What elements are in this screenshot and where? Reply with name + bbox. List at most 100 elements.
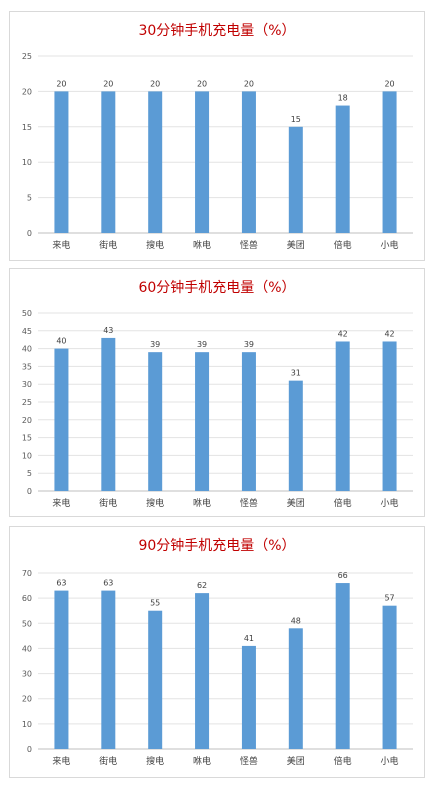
- x-tick-label: 小电: [381, 497, 399, 509]
- y-tick-label: 60: [22, 594, 32, 603]
- bar-倍电: [335, 105, 350, 233]
- x-tick-label: 街电: [99, 497, 117, 509]
- bar-街电: [101, 91, 116, 234]
- y-tick-label: 15: [22, 434, 32, 443]
- x-tick-label: 倍电: [334, 755, 352, 767]
- x-tick-label: 美团: [287, 497, 305, 509]
- bar-搜电: [148, 91, 163, 234]
- y-tick-label: 0: [27, 745, 32, 754]
- y-tick-label: 40: [22, 345, 32, 354]
- data-label: 20: [150, 79, 160, 88]
- data-label: 39: [150, 340, 160, 349]
- y-tick-label: 15: [22, 123, 32, 132]
- data-label: 20: [384, 79, 394, 88]
- y-tick-label: 35: [22, 362, 32, 371]
- data-label: 31: [291, 369, 301, 378]
- chart-panel-30min: 30分钟手机充电量（%） 0 5 10 15 20 25 20 来电 20 街电 20 搜电 20 咻电 2…: [9, 11, 425, 261]
- data-label: 48: [291, 616, 301, 625]
- y-tick-label: 50: [22, 619, 32, 628]
- x-tick-label: 怪兽: [240, 239, 258, 251]
- x-tick-label: 美团: [287, 239, 305, 251]
- bar-怪兽: [241, 645, 256, 749]
- x-tick-label: 小电: [381, 239, 399, 251]
- bar-搜电: [148, 352, 163, 491]
- bar-来电: [54, 590, 69, 749]
- bar-街电: [101, 590, 116, 749]
- chart-panel-90min: 90分钟手机充电量（%） 0 10 20 30 40 50 60 70 63 来电 63 街电 55 搜电…: [9, 526, 425, 778]
- y-tick-label: 5: [27, 194, 32, 203]
- data-label: 63: [56, 579, 66, 588]
- bar-美团: [288, 126, 303, 233]
- bar-chart-60min: 0 5 10 15 20 25 30 35 40 45 50 40 来电 43 街电 39 搜电 39 咻电 39 怪兽…: [22, 309, 413, 509]
- y-tick-label: 0: [27, 229, 32, 238]
- y-tick-label: 0: [27, 487, 32, 496]
- y-tick-label: 10: [22, 720, 32, 729]
- data-label: 15: [291, 115, 301, 124]
- x-tick-label: 来电: [52, 497, 70, 509]
- bar-美团: [288, 380, 303, 491]
- x-tick-label: 咻电: [193, 497, 211, 509]
- bar-怪兽: [241, 91, 256, 234]
- data-label: 62: [197, 581, 207, 590]
- y-tick-label: 20: [22, 416, 32, 425]
- x-tick-label: 倍电: [334, 497, 352, 509]
- data-label: 20: [56, 79, 66, 88]
- bar-chart-30min: 0 5 10 15 20 25 20 来电 20 街电 20 搜电 20 咻电 20 怪兽 15 美团 18 倍电 20…: [22, 52, 413, 251]
- data-label: 55: [150, 599, 160, 608]
- y-tick-label: 50: [22, 309, 32, 318]
- data-label: 18: [338, 94, 348, 103]
- y-tick-label: 30: [22, 670, 32, 679]
- x-tick-label: 怪兽: [240, 497, 258, 509]
- x-tick-label: 搜电: [146, 755, 164, 767]
- bar-倍电: [335, 583, 350, 749]
- data-label: 20: [244, 79, 254, 88]
- x-tick-label: 倍电: [334, 239, 352, 251]
- x-tick-label: 搜电: [146, 497, 164, 509]
- x-tick-label: 街电: [99, 239, 117, 251]
- chart-title: 90分钟手机充电量（%）: [138, 538, 296, 554]
- bar-小电: [382, 91, 397, 234]
- data-label: 20: [197, 79, 207, 88]
- data-label: 39: [197, 340, 207, 349]
- data-label: 42: [338, 329, 348, 338]
- y-tick-label: 70: [22, 569, 32, 578]
- x-tick-label: 美团: [287, 755, 305, 767]
- y-tick-label: 45: [22, 327, 32, 336]
- bar-小电: [382, 605, 397, 749]
- x-tick-label: 咻电: [193, 239, 211, 251]
- bar-来电: [54, 348, 69, 491]
- x-tick-label: 咻电: [193, 755, 211, 767]
- data-label: 63: [103, 579, 113, 588]
- y-tick-label: 40: [22, 644, 32, 653]
- chart-title: 60分钟手机充电量（%）: [138, 280, 296, 296]
- x-tick-label: 怪兽: [240, 755, 258, 767]
- data-label: 42: [384, 329, 394, 338]
- data-label: 20: [103, 79, 113, 88]
- y-tick-label: 25: [22, 52, 32, 61]
- bar-倍电: [335, 341, 350, 491]
- bar-搜电: [148, 610, 163, 749]
- data-label: 39: [244, 340, 254, 349]
- y-tick-label: 10: [22, 451, 32, 460]
- bar-咻电: [195, 352, 210, 491]
- x-tick-label: 来电: [52, 755, 70, 767]
- y-tick-label: 25: [22, 398, 32, 407]
- bar-怪兽: [241, 352, 256, 491]
- y-tick-label: 30: [22, 380, 32, 389]
- y-tick-label: 20: [22, 695, 32, 704]
- bar-街电: [101, 337, 116, 491]
- y-tick-label: 20: [22, 87, 32, 96]
- chart-panel-60min: 60分钟手机充电量（%） 0 5 10 15 20 25 30 35 40 45 50 40 来电 43 街…: [9, 268, 425, 517]
- data-label: 66: [338, 571, 348, 580]
- bar-咻电: [195, 91, 210, 234]
- y-tick-label: 5: [27, 469, 32, 478]
- chart-title: 30分钟手机充电量（%）: [138, 23, 296, 39]
- x-tick-label: 街电: [99, 755, 117, 767]
- bar-chart-90min: 0 10 20 30 40 50 60 70 63 来电 63 街电 55 搜电 62 咻电 41 怪兽 48 美团 6…: [22, 569, 413, 767]
- bar-咻电: [195, 593, 210, 749]
- data-label: 43: [103, 326, 113, 335]
- y-tick-label: 10: [22, 158, 32, 167]
- data-label: 40: [56, 337, 66, 346]
- data-label: 57: [384, 594, 394, 603]
- data-label: 41: [244, 634, 254, 643]
